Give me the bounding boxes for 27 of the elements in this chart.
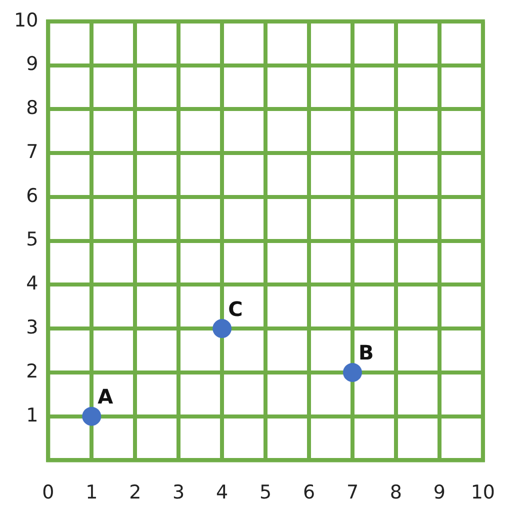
y-tick-label: 10 [14, 9, 38, 32]
x-tick-label: 8 [390, 482, 402, 504]
x-tick-label: 9 [433, 482, 446, 504]
annotation: B [358, 340, 374, 365]
x-tick-label: 6 [302, 482, 316, 504]
x-tick-label: 5 [259, 482, 272, 504]
y-tick-label: 9 [26, 53, 38, 76]
y-tick-label: 2 [26, 360, 38, 382]
y-tick-label: 5 [26, 228, 38, 251]
point [212, 319, 232, 338]
x-tick-label: 0 [42, 482, 54, 504]
annotation: C [228, 296, 243, 321]
x-tick-label: 2 [129, 482, 142, 504]
y-tick-label: 3 [26, 316, 38, 338]
y-tick-label: 1 [26, 404, 38, 426]
y-tick-label: 4 [26, 272, 38, 295]
x-tick-label: 1 [86, 482, 98, 504]
y-tick-label: 7 [26, 140, 38, 163]
point [342, 362, 362, 382]
x-tick-label: 10 [470, 482, 496, 504]
annotation: A [98, 384, 114, 409]
y-tick-label: 6 [26, 184, 38, 207]
y-tick-label: 8 [26, 97, 38, 120]
x-tick-label: 3 [172, 482, 185, 504]
point [82, 406, 102, 426]
x-tick-label: 4 [216, 482, 228, 504]
x-tick-label: 7 [346, 482, 359, 504]
